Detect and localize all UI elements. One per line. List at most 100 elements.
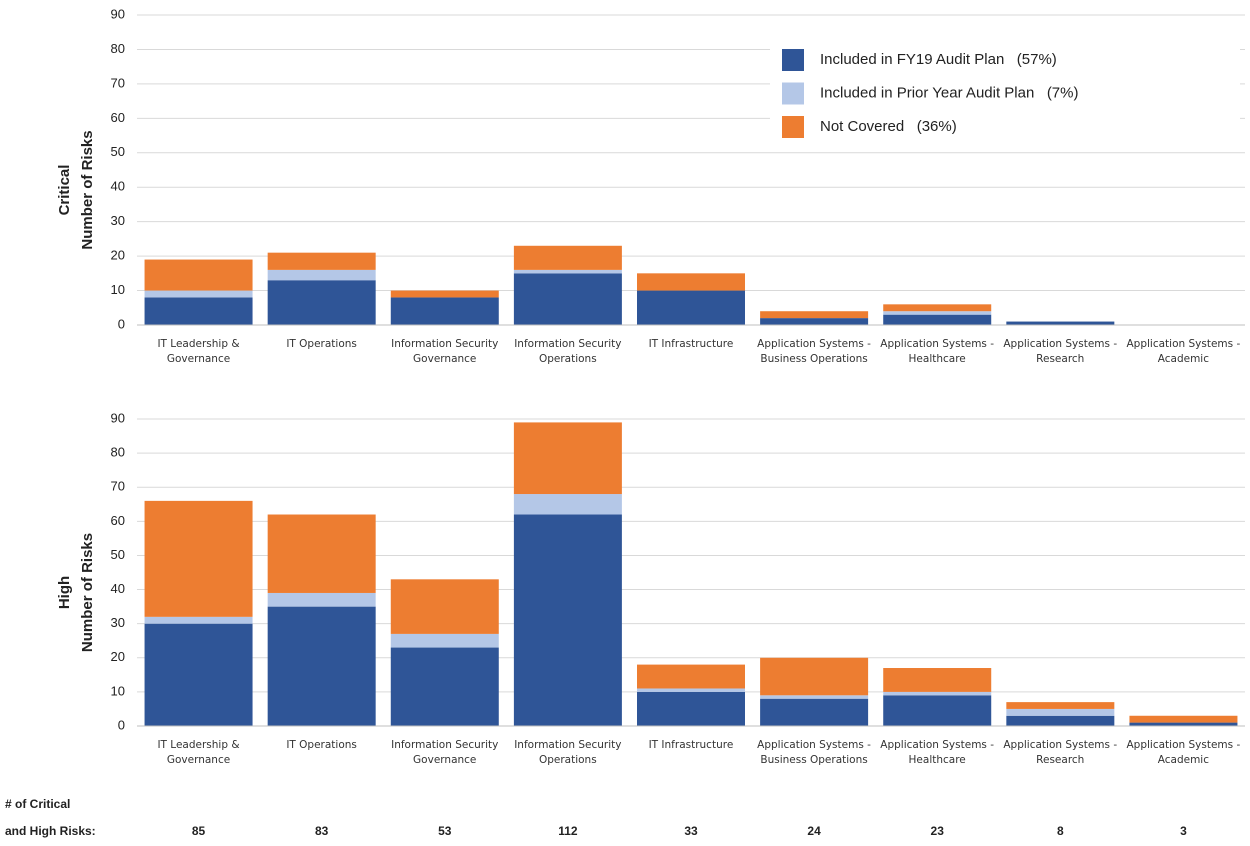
- bar-segment: [1129, 715, 1238, 723]
- bar-segment: [883, 311, 992, 315]
- x-tick-label: Application Systems - Research: [1003, 338, 1118, 365]
- y-axis-label: Number of Risks: [79, 533, 96, 652]
- legend-box: [770, 40, 1240, 145]
- x-tick-label: Information Security Operations: [514, 739, 622, 766]
- y-tick-label: 70: [111, 479, 125, 494]
- legend-label: Included in FY19 Audit Plan (57%): [820, 51, 1057, 68]
- x-tick-label: Information Security Governance: [391, 338, 499, 365]
- total-value: 8: [1056, 824, 1064, 838]
- bar-segment: [267, 252, 376, 270]
- y-tick-label: 10: [111, 282, 125, 297]
- legend-label: Not Covered (36%): [820, 118, 957, 135]
- y-tick-label: 60: [111, 513, 125, 528]
- bar-segment: [883, 668, 992, 692]
- legend-swatch: [782, 49, 804, 71]
- y-tick-label: 30: [111, 615, 125, 630]
- bar-segment: [637, 688, 745, 692]
- y-tick-label: 70: [111, 75, 125, 90]
- legend-swatch: [782, 116, 804, 138]
- y-axis-label: Critical: [56, 165, 73, 216]
- bar-segment: [144, 290, 253, 298]
- bar-segment: [513, 269, 622, 274]
- x-tick-label: Application Systems - Business Operation…: [757, 739, 871, 766]
- bar-segment: [390, 290, 499, 298]
- bar-segment: [1006, 715, 1115, 726]
- x-tick-label: IT Leadership & Governance: [157, 338, 240, 365]
- bar-segment: [390, 579, 499, 634]
- bar-segment: [883, 314, 992, 325]
- x-tick-label: IT Infrastructure: [648, 338, 734, 350]
- bar-segment: [144, 259, 253, 291]
- bar-segment: [760, 657, 869, 696]
- totals-label: # of Critical: [5, 797, 71, 811]
- y-tick-label: 90: [111, 410, 125, 425]
- y-tick-label: 50: [111, 547, 125, 562]
- bar-segment: [144, 297, 253, 325]
- bar-segment: [760, 695, 869, 699]
- x-tick-label: Application Systems - Research: [1003, 739, 1118, 766]
- y-tick-label: 40: [111, 179, 125, 194]
- bar-segment: [513, 273, 622, 325]
- y-tick-label: 40: [111, 581, 125, 596]
- x-tick-label: Application Systems - Business Operation…: [757, 338, 871, 365]
- y-tick-label: 30: [111, 213, 125, 228]
- x-tick-label: Information Security Governance: [391, 739, 499, 766]
- bar-segment: [513, 245, 622, 270]
- y-tick-label: 80: [111, 445, 125, 460]
- y-tick-label: 90: [111, 6, 125, 21]
- bar-segment: [390, 647, 499, 726]
- total-value: 85: [191, 824, 206, 838]
- y-tick-label: 60: [111, 110, 125, 125]
- bar-segment: [883, 691, 992, 696]
- y-tick-label: 20: [111, 649, 125, 664]
- total-value: 83: [314, 824, 329, 838]
- bar-segment: [267, 514, 376, 593]
- bar-segment: [390, 297, 499, 325]
- bar-segment: [267, 269, 376, 281]
- totals-label: and High Risks:: [5, 824, 96, 838]
- total-value: 24: [807, 824, 821, 838]
- x-tick-label: Application Systems - Healthcare: [880, 739, 995, 766]
- bar-segment: [267, 280, 376, 325]
- bar-segment: [513, 494, 622, 515]
- bar-segment: [883, 695, 992, 726]
- total-value: 53: [438, 824, 452, 838]
- legend-label: Included in Prior Year Audit Plan (7%): [820, 84, 1079, 101]
- bar-segment: [1006, 702, 1115, 709]
- total-value: 33: [684, 824, 698, 838]
- y-tick-label: 0: [118, 717, 125, 732]
- x-tick-label: IT Operations: [286, 739, 357, 751]
- x-tick-label: IT Infrastructure: [648, 739, 734, 751]
- y-axis-label: Number of Risks: [79, 130, 96, 249]
- bar-segment: [144, 500, 253, 617]
- bar-segment: [390, 633, 499, 648]
- total-value: 112: [558, 824, 578, 838]
- legend-swatch: [782, 82, 804, 105]
- legend: Included in FY19 Audit Plan (57%) Include…: [770, 40, 1240, 145]
- y-tick-label: 10: [111, 683, 125, 698]
- bar-segment: [883, 304, 992, 312]
- bar-segment: [267, 592, 376, 607]
- y-axis-label: High: [56, 576, 73, 609]
- bar-segment: [513, 422, 622, 495]
- bar-segment: [513, 514, 622, 726]
- bar-segment: [760, 311, 869, 319]
- bar-segment: [144, 623, 253, 726]
- total-value: 23: [930, 824, 944, 838]
- x-tick-label: Information Security Operations: [514, 338, 622, 365]
- bar-segment: [637, 273, 745, 291]
- bar-segment: [1006, 321, 1115, 325]
- x-tick-label: IT Leadership & Governance: [157, 739, 240, 766]
- x-tick-label: Application Systems - Healthcare: [880, 338, 995, 365]
- y-tick-label: 20: [111, 248, 125, 263]
- bar-segment: [637, 664, 745, 689]
- bar-segment: [144, 616, 253, 624]
- y-tick-label: 80: [111, 41, 125, 56]
- bar-segment: [1129, 722, 1238, 726]
- bar-segment: [637, 290, 745, 325]
- y-tick-label: 50: [111, 144, 125, 159]
- bar-segment: [267, 606, 376, 726]
- total-value: 3: [1180, 824, 1187, 838]
